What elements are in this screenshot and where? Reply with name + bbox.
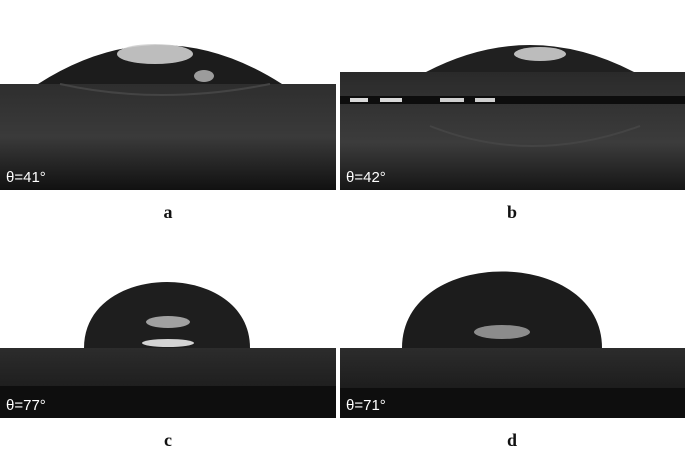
droplet-image-d: θ=71°	[340, 264, 685, 418]
droplet-image-c: θ=77°	[0, 270, 336, 418]
panel-label-d: d	[506, 430, 517, 450]
panel-label-b: b	[506, 202, 517, 222]
droplet-image-b: θ=42°	[340, 36, 685, 190]
contact-angle-label: θ=77°	[6, 397, 46, 414]
contact-angle-label: θ=41°	[6, 169, 46, 186]
panel-label-a: a	[163, 202, 173, 222]
panel-label-c: c	[164, 430, 172, 450]
contact-angle-label: θ=42°	[346, 169, 386, 186]
droplet-image-a: θ=41°	[0, 36, 336, 190]
contact-angle-label: θ=71°	[346, 397, 386, 414]
